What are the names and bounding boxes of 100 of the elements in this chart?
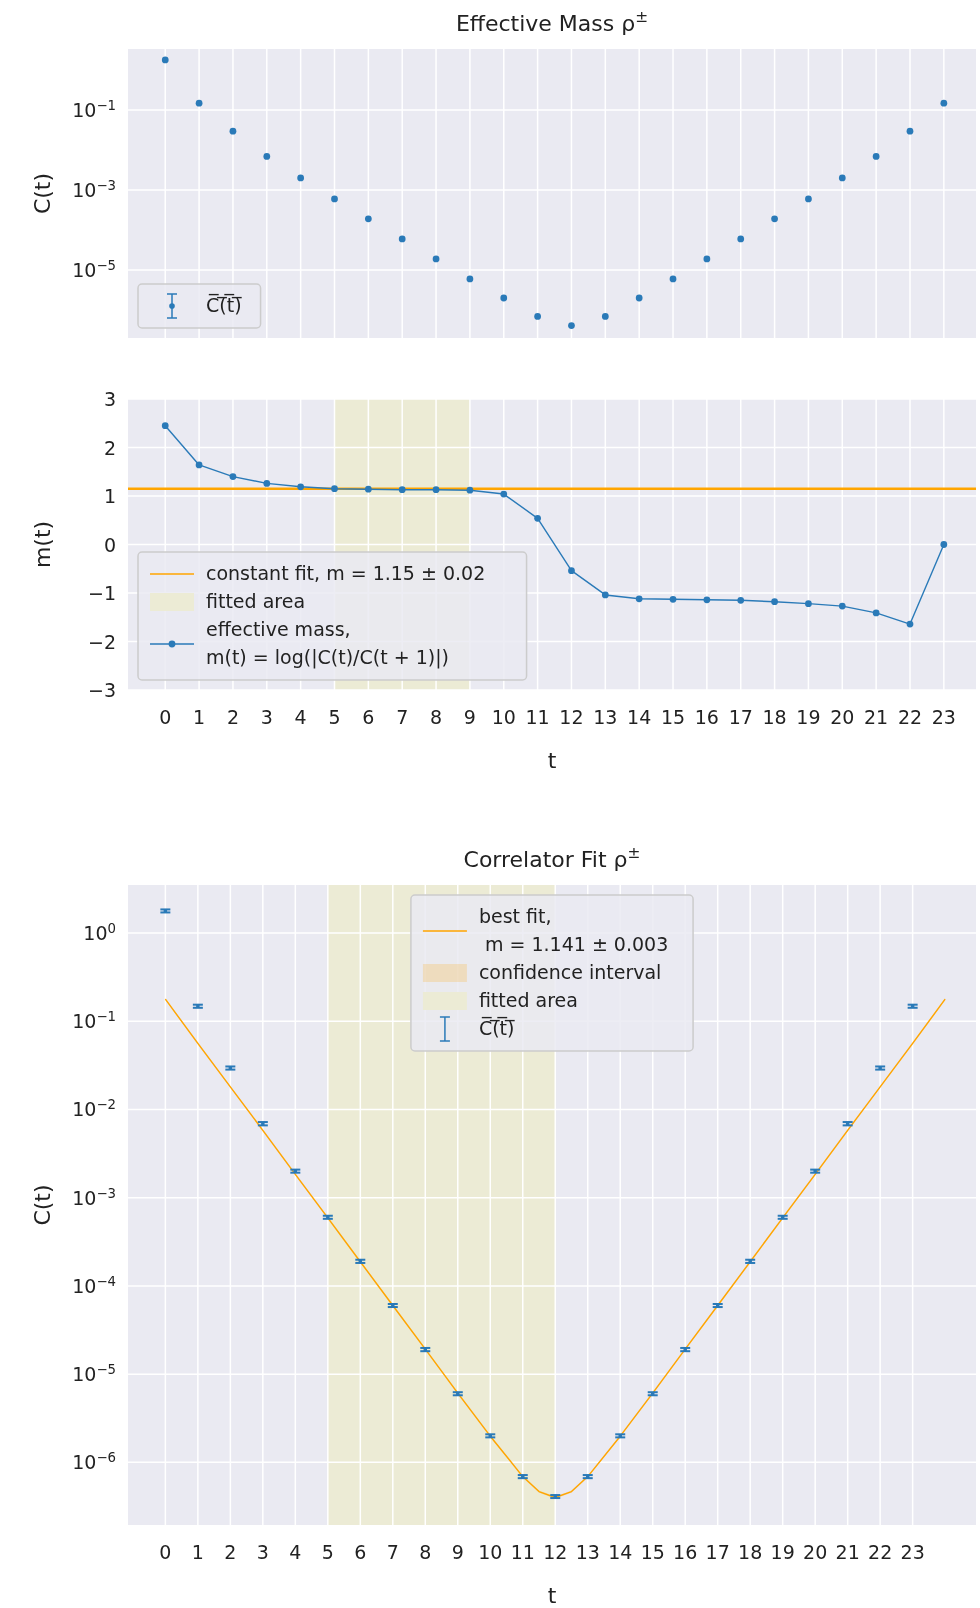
y-tick-label: 10$^{−1}$ — [72, 1008, 116, 1033]
point — [906, 127, 914, 135]
y-tick-label: 10$^{−3}$ — [72, 1185, 116, 1209]
x-tick-label: 15 — [640, 1541, 665, 1563]
point — [534, 313, 541, 320]
x-tick-label: 10 — [491, 706, 516, 728]
x-tick-label: 7 — [386, 1541, 399, 1563]
x-tick-label: 13 — [575, 1541, 600, 1563]
point — [906, 620, 914, 628]
point — [669, 595, 677, 603]
x-tick-label: 19 — [770, 1541, 795, 1563]
x-tick-label: 11 — [510, 1541, 535, 1563]
x-tick-label: 10 — [478, 1541, 503, 1563]
point — [940, 99, 948, 107]
x-tick-label: 8 — [430, 706, 443, 728]
x-tick-label: 14 — [627, 706, 652, 728]
point — [635, 595, 643, 603]
legend-label: C̅(̅t̅)̅ — [478, 1015, 516, 1039]
point — [601, 313, 609, 320]
x-tick-label: 1 — [193, 706, 206, 728]
x-tick-label: 15 — [660, 706, 686, 728]
x-tick-label: 8 — [419, 1541, 432, 1563]
legend-label: constant fit, m = 1.15 ± 0.02 — [206, 562, 486, 584]
y-tick-label: −1 — [87, 582, 116, 604]
point — [398, 486, 406, 494]
point — [229, 473, 237, 480]
point — [771, 598, 778, 606]
y-tick-label: 10$^{−4}$ — [72, 1273, 116, 1297]
y-tick-label: −2 — [87, 630, 116, 653]
x-tick-label: 0 — [159, 706, 172, 728]
y-tick-label: 10$^{−5}$ — [72, 1361, 116, 1386]
x-tick-label: 22 — [897, 706, 923, 728]
point — [805, 600, 812, 608]
y-tick-label: −3 — [87, 679, 116, 701]
y-axis-title: C(t) — [30, 1184, 55, 1226]
x-tick-label: 13 — [593, 706, 618, 728]
x-tick-label: 2 — [226, 706, 239, 728]
point — [568, 322, 575, 329]
x-tick-label: 18 — [738, 1541, 763, 1563]
point — [703, 596, 711, 604]
x-tick-label: 5 — [321, 1541, 334, 1563]
point — [534, 514, 541, 522]
x-tick-label: 16 — [694, 706, 719, 728]
point — [838, 174, 846, 182]
point — [263, 153, 271, 160]
legend-label: effective mass, m(t) = log(|C(t)/C(t + 1)|) — [206, 618, 449, 669]
y-axis-title: m(t) — [30, 520, 55, 569]
x-tick-label: 11 — [525, 706, 550, 728]
x-tick-label: 5 — [328, 706, 341, 728]
legend-label: C̅(̅t̅)̅ — [206, 292, 243, 316]
point — [263, 480, 271, 487]
point — [432, 255, 440, 263]
point — [669, 275, 677, 283]
y-tick-label: 2 — [103, 436, 116, 459]
band-label: fitted area — [206, 590, 306, 612]
y-tick-label: 10$^{−5}$ — [72, 257, 116, 282]
point — [229, 127, 237, 135]
point — [500, 490, 508, 498]
point — [364, 485, 372, 493]
x-tick-label: 6 — [362, 706, 375, 728]
point — [331, 485, 338, 493]
legend: C̅(̅t̅)̅ — [137, 283, 262, 329]
point — [737, 235, 745, 243]
point — [364, 215, 372, 223]
point — [771, 215, 778, 223]
x-tick-label: 0 — [159, 1541, 172, 1563]
x-tick-label: 12 — [543, 1541, 568, 1563]
x-tick-label: 20 — [830, 706, 855, 728]
x-tick-label: 6 — [354, 1541, 367, 1563]
point — [568, 567, 575, 575]
point — [297, 483, 305, 491]
y-tick-label: 3 — [103, 388, 116, 410]
x-tick-label: 7 — [396, 706, 409, 728]
y-tick-label: 10$^{−6}$ — [72, 1449, 116, 1474]
y-tick-label: 10$^{0}$ — [83, 920, 116, 944]
x-tick-label: 4 — [294, 706, 307, 728]
x-tick-label: 14 — [608, 1541, 633, 1563]
x-tick-label: 12 — [559, 706, 584, 728]
point — [737, 596, 745, 604]
point — [838, 602, 846, 610]
x-tick-label: 4 — [289, 1541, 302, 1563]
point — [703, 255, 711, 263]
point — [195, 99, 203, 107]
x-tick-label: 17 — [728, 706, 753, 728]
x-tick-label: 17 — [705, 1541, 730, 1563]
point — [872, 153, 880, 160]
point — [331, 195, 338, 203]
chart-title: Effective Mass ρ$^{±}$ — [455, 8, 649, 36]
x-tick-label: 20 — [803, 1541, 828, 1563]
point — [872, 609, 880, 617]
y-tick-label: 10$^{−2}$ — [72, 1096, 116, 1121]
chart-title: Correlator Fit ρ$^{±}$ — [463, 844, 641, 872]
point — [161, 56, 169, 64]
x-tick-label: 1 — [191, 1541, 204, 1563]
point — [466, 275, 474, 283]
x-tick-label: 23 — [931, 706, 956, 728]
point — [466, 486, 474, 494]
point — [195, 461, 203, 469]
point — [398, 235, 406, 243]
point — [940, 541, 948, 548]
